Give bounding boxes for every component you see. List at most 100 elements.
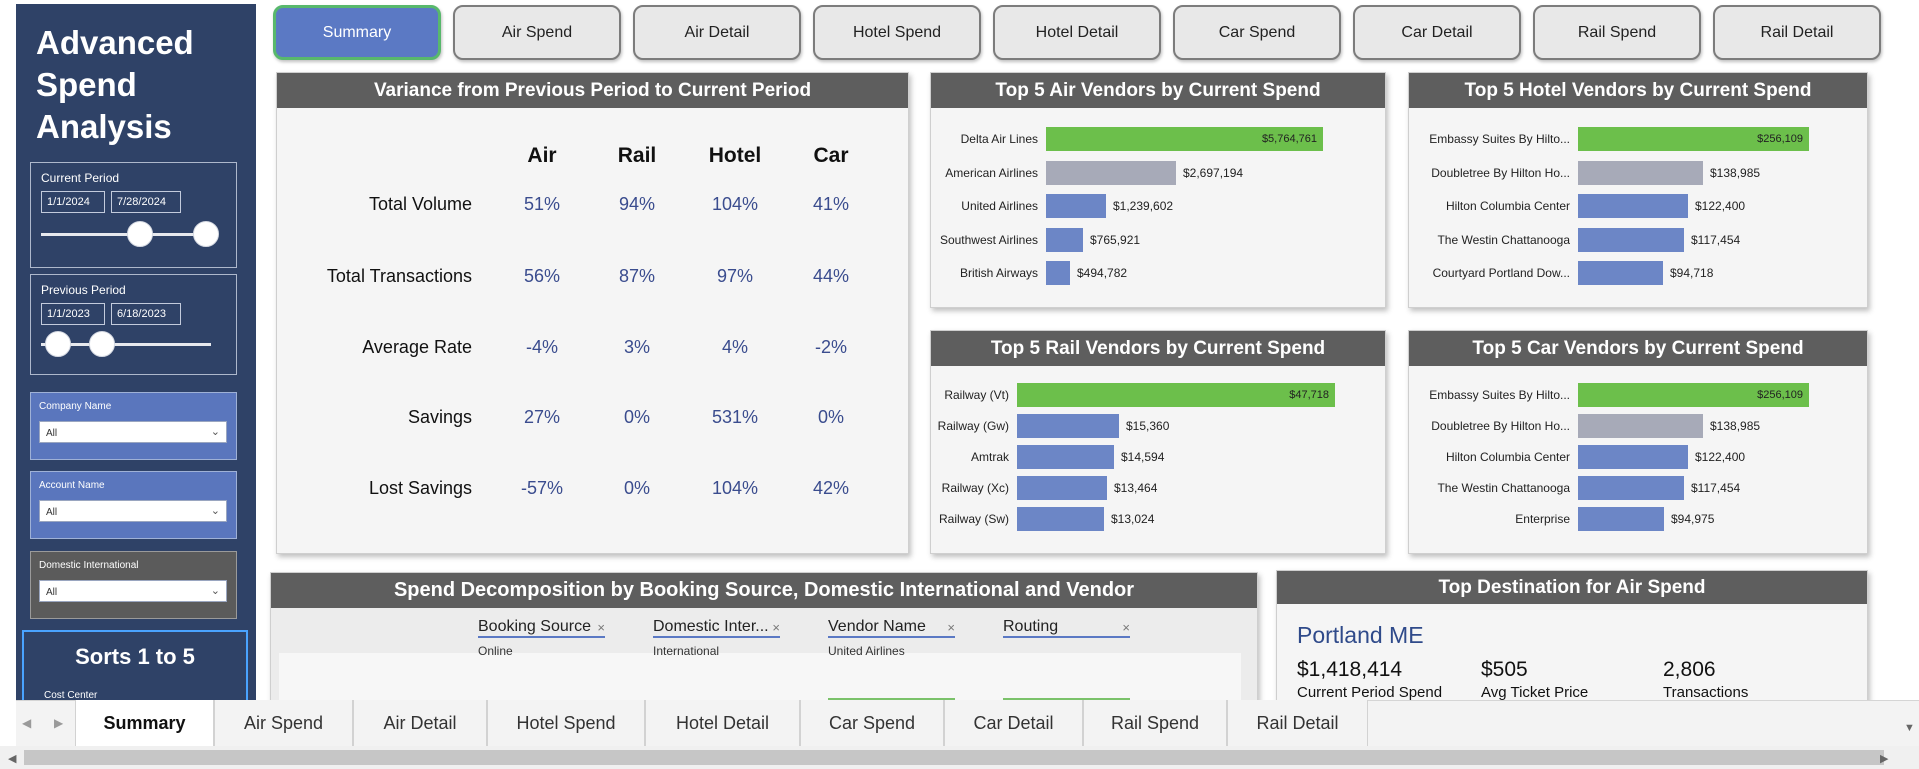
previous-period-slider-track[interactable] (41, 343, 211, 346)
variance-value: 0% (817, 407, 844, 427)
company-name-dropdown[interactable]: All ⌄ (39, 421, 227, 443)
tab-scroll-right-icon[interactable]: ▶ (54, 716, 64, 730)
tab-rail-spend[interactable]: Rail Spend (1083, 700, 1227, 746)
previous-period-start-handle[interactable] (45, 331, 71, 357)
nav-button-summary[interactable]: Summary (273, 5, 441, 60)
cost-center-label: Cost Center (44, 690, 98, 700)
variance-value: 94% (618, 194, 656, 214)
bar-value-label: $765,921 (1090, 232, 1141, 247)
vendor-bar[interactable] (1578, 127, 1809, 151)
car-vendors-title: Top 5 Car Vendors by Current Spend (1409, 331, 1867, 366)
vendor-bar[interactable] (1046, 127, 1323, 151)
previous-period-end-input[interactable]: 6/18/2023 (111, 303, 181, 325)
variance-value: -4% (525, 337, 558, 357)
scroll-down-arrow-icon[interactable]: ▼ (1904, 722, 1915, 734)
variance-value: 0% (623, 478, 650, 498)
decomp-field-vendor-name[interactable]: Vendor Name × (828, 618, 955, 638)
decomposition-panel: Spend Decomposition by Booking Source, D… (270, 572, 1258, 713)
vendor-bar[interactable] (1017, 414, 1119, 438)
close-icon[interactable]: × (772, 620, 780, 635)
tab-hotel-detail[interactable]: Hotel Detail (645, 700, 800, 746)
vendor-bar[interactable] (1017, 383, 1335, 407)
close-icon[interactable]: × (947, 620, 955, 635)
previous-period-start-input[interactable]: 1/1/2023 (41, 303, 105, 325)
current-period-slider-track[interactable] (41, 233, 211, 236)
filter-sidebar: Advanced Spend Analysis Current Period 1… (16, 4, 256, 700)
vendor-bar[interactable] (1578, 476, 1684, 500)
domestic-international-label: Domestic International (39, 560, 139, 571)
bar-category-label: Hilton Columbia Center (1445, 199, 1570, 213)
bar-value-label: $94,718 (1670, 266, 1714, 280)
vendor-bar[interactable] (1046, 227, 1083, 252)
nav-button-car-spend[interactable]: Car Spend (1173, 5, 1341, 60)
tab-scroll-left-icon[interactable]: ◀ (22, 716, 32, 730)
variance-row-label: Average Rate (362, 337, 472, 357)
current-period-end-input[interactable]: 7/28/2024 (111, 191, 181, 213)
nav-button-rail-spend[interactable]: Rail Spend (1533, 5, 1701, 60)
vendor-bar[interactable] (1578, 445, 1688, 469)
variance-value: 51% (523, 194, 561, 214)
variance-value: 56% (523, 266, 561, 286)
nav-button-air-detail[interactable]: Air Detail (633, 5, 801, 60)
nav-button-car-detail[interactable]: Car Detail (1353, 5, 1521, 60)
vendor-bar[interactable] (1017, 445, 1114, 469)
variance-column-car: Car (813, 144, 849, 167)
tab-air-detail[interactable]: Air Detail (353, 700, 487, 746)
vendor-bar[interactable] (1017, 476, 1107, 500)
horizontal-scrollbar-thumb[interactable] (24, 750, 1884, 765)
bar-category-label: Doubletree By Hilton Ho... (1431, 419, 1570, 433)
tab-summary[interactable]: Summary (75, 700, 214, 746)
bar-category-label: Embassy Suites By Hilto... (1429, 388, 1570, 402)
nav-button-hotel-spend[interactable]: Hotel Spend (813, 5, 981, 60)
domestic-international-dropdown[interactable]: All ⌄ (39, 580, 227, 602)
vendor-bar[interactable] (1578, 194, 1688, 218)
vendor-bar[interactable] (1578, 507, 1664, 531)
bar-category-label: Amtrak (970, 450, 1009, 464)
vendor-bar[interactable] (1046, 194, 1106, 218)
scroll-right-arrow-icon[interactable]: ▶ (1880, 753, 1889, 765)
current-period-start-handle[interactable] (127, 221, 153, 247)
decomp-field-value: International (653, 644, 720, 658)
variance-row-label: Total Volume (368, 194, 472, 214)
tab-car-spend[interactable]: Car Spend (800, 700, 944, 746)
nav-button-hotel-detail[interactable]: Hotel Detail (993, 5, 1161, 60)
vendor-bar[interactable] (1578, 160, 1703, 185)
close-icon[interactable]: × (1122, 620, 1130, 635)
current-period-end-handle[interactable] (193, 221, 219, 247)
nav-button-rail-detail[interactable]: Rail Detail (1713, 5, 1881, 60)
destination-metric-value: 2,806 (1663, 658, 1716, 681)
tab-rail-detail[interactable]: Rail Detail (1227, 700, 1368, 746)
bar-value-label: $256,109 (1757, 133, 1803, 145)
current-period-start-input[interactable]: 1/1/2024 (41, 191, 105, 213)
account-name-dropdown[interactable]: All ⌄ (39, 500, 227, 522)
vendor-bar[interactable] (1046, 261, 1070, 285)
decomp-field-booking-source[interactable]: Booking Source × (478, 618, 605, 638)
company-name-value: All (46, 428, 58, 439)
decomp-field-routing[interactable]: Routing × (1003, 618, 1130, 638)
vendor-bar[interactable] (1046, 160, 1176, 185)
variance-value: 104% (711, 194, 759, 214)
tab-hotel-spend[interactable]: Hotel Spend (487, 700, 645, 746)
previous-period-end-handle[interactable] (89, 331, 115, 357)
sorts-panel[interactable]: Sorts 1 to 5 Cost Center (22, 630, 248, 700)
vendor-bar[interactable] (1578, 261, 1663, 285)
close-icon[interactable]: × (597, 620, 605, 635)
decomp-field-domestic-inter[interactable]: Domestic Inter... × (653, 618, 780, 638)
bar-category-label: Courtyard Portland Dow... (1432, 266, 1570, 280)
bar-category-label: American Airlines (945, 165, 1038, 180)
variance-row-label: Lost Savings (368, 478, 472, 498)
bar-category-label: Railway (Xc) (941, 481, 1009, 495)
variance-value: 3% (623, 337, 650, 357)
variance-value: 0% (623, 407, 650, 427)
variance-value: 97% (716, 266, 754, 286)
vendor-bar[interactable] (1578, 414, 1703, 438)
vendor-bar[interactable] (1017, 507, 1104, 531)
bar-category-label: United Airlines (961, 199, 1038, 213)
chevron-down-icon: ⌄ (210, 585, 220, 597)
tab-air-spend[interactable]: Air Spend (214, 700, 353, 746)
tab-car-detail[interactable]: Car Detail (944, 700, 1083, 746)
vendor-bar[interactable] (1578, 383, 1809, 407)
nav-button-air-spend[interactable]: Air Spend (453, 5, 621, 60)
scroll-left-arrow-icon[interactable]: ◀ (8, 753, 17, 765)
vendor-bar[interactable] (1578, 227, 1684, 252)
